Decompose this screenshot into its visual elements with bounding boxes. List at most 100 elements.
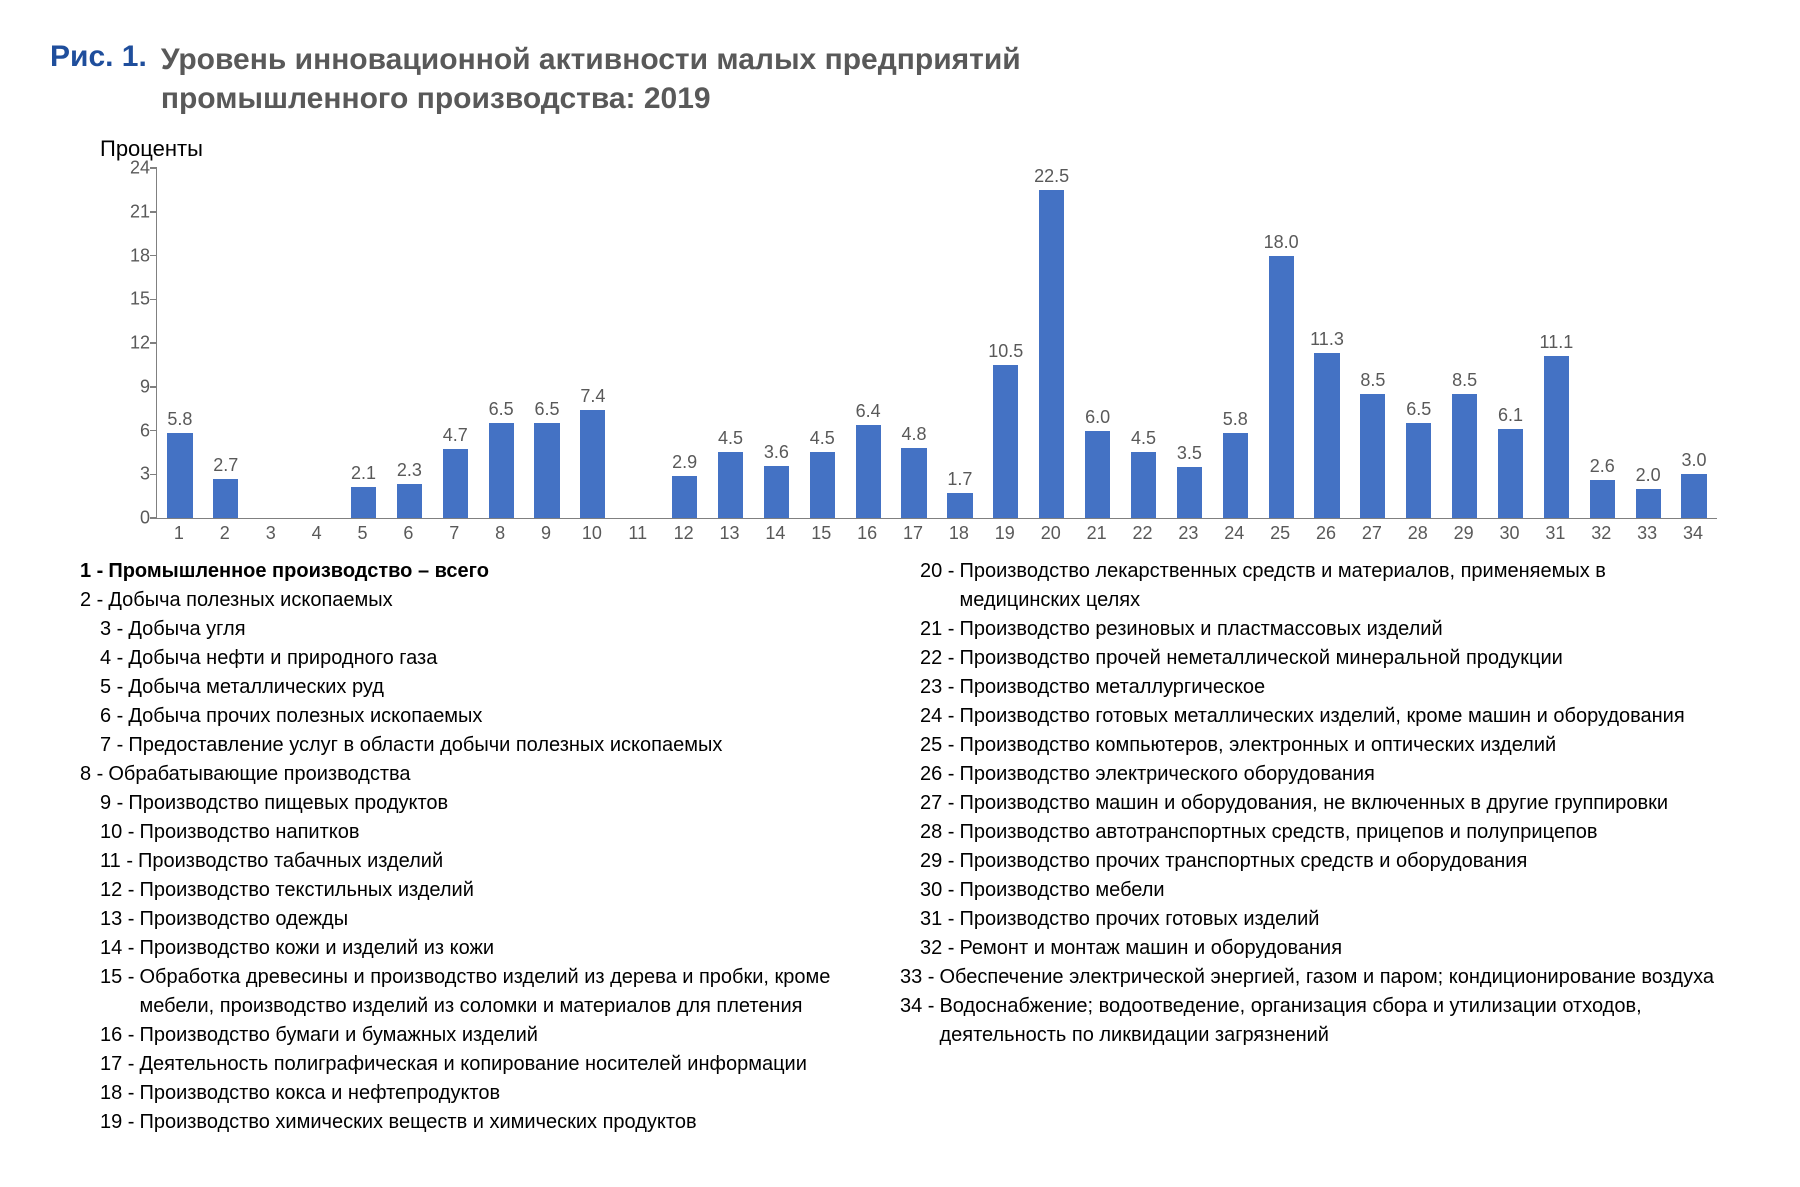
legend-item: 1 -Промышленное производство – всего bbox=[80, 557, 880, 586]
legend-item-number: 18 - bbox=[100, 1079, 139, 1108]
bar: 4.5 bbox=[810, 452, 835, 518]
legend-item-text: Производство машин и оборудования, не вк… bbox=[959, 789, 1720, 818]
bar: 6.5 bbox=[489, 423, 514, 518]
y-tick-label: 18 bbox=[130, 245, 150, 266]
legend-item: 25 -Производство компьютеров, электронны… bbox=[900, 731, 1720, 760]
y-tick-label: 21 bbox=[130, 201, 150, 222]
x-tick-label: 28 bbox=[1408, 523, 1428, 544]
y-tick-mark bbox=[150, 430, 157, 432]
figure-title-line1: Уровень инновационной активности малых п… bbox=[161, 40, 1021, 79]
x-tick-label: 27 bbox=[1362, 523, 1382, 544]
x-tick-label: 9 bbox=[541, 523, 551, 544]
y-tick-label: 12 bbox=[130, 333, 150, 354]
bar-value-label: 8.5 bbox=[1452, 370, 1477, 394]
bar: 4.5 bbox=[718, 452, 743, 518]
legend-item-number: 26 - bbox=[920, 760, 959, 789]
bar-value-label: 6.5 bbox=[1406, 399, 1431, 423]
bar-value-label: 2.7 bbox=[213, 455, 238, 479]
legend-item-number: 34 - bbox=[900, 992, 939, 1021]
x-tick-label: 24 bbox=[1224, 523, 1244, 544]
legend-item: 14 -Производство кожи и изделий из кожи bbox=[80, 934, 880, 963]
legend-item-number: 17 - bbox=[100, 1050, 139, 1079]
legend-item: 12 -Производство текстильных изделий bbox=[80, 876, 880, 905]
legend-item: 21 -Производство резиновых и пластмассов… bbox=[900, 615, 1720, 644]
x-tick-label: 15 bbox=[811, 523, 831, 544]
bar-value-label: 3.5 bbox=[1177, 443, 1202, 467]
bar: 11.1 bbox=[1544, 356, 1569, 518]
legend-item-text: Производство лекарственных средств и мат… bbox=[959, 557, 1720, 615]
legend-item: 9 -Производство пищевых продуктов bbox=[80, 789, 880, 818]
legend-item-number: 2 - bbox=[80, 586, 108, 615]
bar-value-label: 4.5 bbox=[810, 428, 835, 452]
legend-item-number: 20 - bbox=[920, 557, 959, 586]
y-axis-unit-label: Проценты bbox=[100, 136, 1750, 162]
legend-item: 17 -Деятельность полиграфическая и копир… bbox=[80, 1050, 880, 1079]
legend-item-number: 32 - bbox=[920, 934, 959, 963]
legend-item-text: Производство кокса и нефтепродуктов bbox=[139, 1079, 880, 1108]
bar-value-label: 2.6 bbox=[1590, 456, 1615, 480]
legend-item-text: Деятельность полиграфическая и копирован… bbox=[139, 1050, 880, 1079]
x-tick-label: 26 bbox=[1316, 523, 1336, 544]
legend-item-text: Водоснабжение; водоотведение, организаци… bbox=[939, 992, 1720, 1050]
bar: 6.1 bbox=[1498, 429, 1523, 518]
legend-item-number: 23 - bbox=[920, 673, 959, 702]
bar: 4.8 bbox=[901, 448, 926, 518]
legend-item: 10 -Производство напитков bbox=[80, 818, 880, 847]
x-tick-label: 8 bbox=[495, 523, 505, 544]
legend-item-text: Производство прочей неметаллической мине… bbox=[959, 644, 1720, 673]
plot-area: 5.82.72.12.34.76.56.57.42.94.53.64.56.44… bbox=[156, 168, 1717, 519]
legend-item-number: 24 - bbox=[920, 702, 959, 731]
bar-value-label: 11.3 bbox=[1310, 329, 1344, 353]
legend-item: 29 -Производство прочих транспортных сре… bbox=[900, 847, 1720, 876]
bar-value-label: 6.0 bbox=[1085, 407, 1110, 431]
legend-item-text: Производство резиновых и пластмассовых и… bbox=[959, 615, 1720, 644]
figure-title-block: Уровень инновационной активности малых п… bbox=[161, 40, 1021, 118]
legend-item-number: 8 - bbox=[80, 760, 108, 789]
bar-value-label: 2.1 bbox=[351, 463, 376, 487]
legend-item: 4 -Добыча нефти и природного газа bbox=[80, 644, 880, 673]
legend-item-number: 12 - bbox=[100, 876, 139, 905]
x-tick-label: 16 bbox=[857, 523, 877, 544]
bar: 8.5 bbox=[1360, 394, 1385, 518]
legend-item: 8 -Обрабатывающие производства bbox=[80, 760, 880, 789]
legend-item-number: 7 - bbox=[100, 731, 128, 760]
legend-item-text: Обрабатывающие производства bbox=[108, 760, 880, 789]
legend-item: 34 -Водоснабжение; водоотведение, органи… bbox=[900, 992, 1720, 1050]
bar: 10.5 bbox=[993, 365, 1018, 518]
legend-item-text: Производство химических веществ и химиче… bbox=[139, 1108, 880, 1137]
bar: 6.5 bbox=[1406, 423, 1431, 518]
figure-header: Рис. 1. Уровень инновационной активности… bbox=[50, 40, 1750, 118]
bar: 2.0 bbox=[1636, 489, 1661, 518]
legend-item-text: Производство пищевых продуктов bbox=[128, 789, 880, 818]
bar-value-label: 1.7 bbox=[947, 469, 972, 493]
bar-value-label: 4.5 bbox=[1131, 428, 1156, 452]
legend-item-text: Производство металлургическое bbox=[959, 673, 1720, 702]
x-axis: 1234567891011121314151617181920212223242… bbox=[50, 519, 1750, 547]
x-tick-label: 21 bbox=[1087, 523, 1107, 544]
bar: 4.7 bbox=[443, 449, 468, 518]
legend-column-left: 1 -Промышленное производство – всего2 - Д… bbox=[50, 557, 900, 1137]
legend-item-number: 15 - bbox=[100, 963, 139, 992]
bar-value-label: 6.4 bbox=[856, 401, 881, 425]
bar: 2.6 bbox=[1590, 480, 1615, 518]
legend-item-number: 25 - bbox=[920, 731, 959, 760]
legend-item: 23 -Производство металлургическое bbox=[900, 673, 1720, 702]
legend-item: 27 -Производство машин и оборудования, н… bbox=[900, 789, 1720, 818]
legend-item-number: 33 - bbox=[900, 963, 939, 992]
bar-value-label: 5.8 bbox=[1223, 409, 1248, 433]
bar-value-label: 8.5 bbox=[1360, 370, 1385, 394]
legend-item-number: 27 - bbox=[920, 789, 959, 818]
x-tick-label: 30 bbox=[1500, 523, 1520, 544]
bar-value-label: 3.0 bbox=[1682, 450, 1707, 474]
bar: 5.8 bbox=[1223, 433, 1248, 518]
legend-item: 32 -Ремонт и монтаж машин и оборудования bbox=[900, 934, 1720, 963]
legend-item-text: Производство прочих готовых изделий bbox=[959, 905, 1720, 934]
legend-item: 11 -Производство табачных изделий bbox=[80, 847, 880, 876]
legend-item-text: Обработка древесины и производство издел… bbox=[139, 963, 880, 1021]
bar-value-label: 6.5 bbox=[534, 399, 559, 423]
legend-item: 19 -Производство химических веществ и хи… bbox=[80, 1108, 880, 1137]
bar: 3.0 bbox=[1681, 474, 1706, 518]
legend-item-number: 6 - bbox=[100, 702, 128, 731]
legend-item-number: 14 - bbox=[100, 934, 139, 963]
bar-value-label: 11.1 bbox=[1540, 332, 1574, 356]
